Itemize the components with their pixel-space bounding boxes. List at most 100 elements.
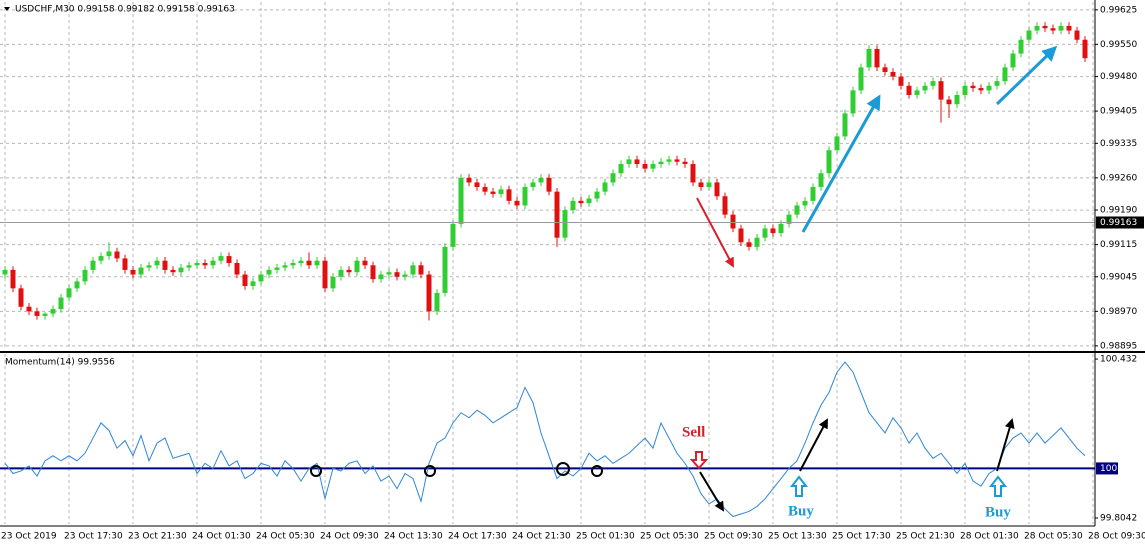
candle-body: [290, 263, 296, 266]
candle-body: [186, 265, 192, 268]
candle-body: [178, 267, 184, 273]
x-tick-label: 25 Oct 09:30: [704, 532, 763, 542]
candle-body: [194, 263, 200, 266]
indicator-title: Momentum(14) 99.9556: [5, 358, 115, 368]
candle-body: [818, 173, 824, 188]
cross-circle: [310, 465, 322, 477]
candle-body: [530, 182, 536, 188]
candle-body: [314, 260, 320, 266]
candle-body: [282, 265, 288, 268]
y-tick-label: 99.8042: [1100, 514, 1137, 524]
candle-body: [1018, 39, 1024, 54]
candle-body: [610, 173, 616, 183]
menu-triangle: [4, 7, 10, 11]
x-tick-label: 25 Oct 05:30: [640, 532, 699, 542]
candle-body: [602, 182, 608, 192]
x-tick-label: 24 Oct 05:30: [256, 532, 315, 542]
y-tick-label: 0.99550: [1100, 40, 1137, 50]
candle-body: [826, 150, 832, 174]
candle-body: [642, 164, 648, 169]
candle-body: [858, 67, 864, 91]
candle-body: [378, 274, 384, 280]
x-tick-label: 24 Oct 13:30: [384, 532, 443, 542]
y-tick-label: 0.99480: [1100, 72, 1137, 82]
candle-body: [522, 187, 528, 206]
annotation: Sell: [682, 424, 705, 440]
candle-body: [114, 251, 120, 259]
buy-arrow: [801, 94, 881, 233]
x-tick-label: 24 Oct 17:30: [448, 532, 507, 542]
candle-body: [170, 269, 176, 273]
x-tick-label: 28 Oct 05:30: [1024, 532, 1083, 542]
candle-body: [834, 136, 840, 151]
candle-body: [1050, 28, 1056, 31]
cross-circle: [591, 465, 603, 477]
candle-body: [1058, 25, 1064, 31]
candle-body: [890, 71, 896, 77]
candle-body: [938, 81, 944, 100]
candle-body: [882, 67, 888, 72]
annotation: Buy: [985, 504, 1011, 520]
candle-body: [1066, 25, 1072, 31]
candle-body: [234, 263, 240, 275]
candle-body: [266, 269, 272, 275]
candle-body: [906, 85, 912, 95]
candle-body: [58, 297, 64, 310]
candle-body: [426, 274, 432, 312]
candle-body: [402, 274, 408, 277]
candle-body: [394, 272, 400, 277]
candle-body: [322, 260, 328, 289]
candle-body: [466, 177, 472, 183]
candle-body: [202, 263, 208, 266]
cross-circle: [556, 462, 570, 476]
candle-body: [946, 99, 952, 105]
x-tick-label: 24 Oct 21:30: [512, 532, 571, 542]
candle-body: [242, 274, 248, 287]
price-tag-label: 0.99163: [1100, 218, 1137, 228]
candle-body: [274, 267, 280, 270]
x-tick-label: 23 Oct 21:30: [128, 532, 187, 542]
down-arrow: [699, 471, 725, 512]
buy-icon: [789, 475, 809, 497]
candle-body: [690, 164, 696, 183]
candle-body: [730, 214, 736, 229]
y-tick-label: 0.99190: [1100, 206, 1137, 216]
candle-body: [658, 161, 664, 165]
candle-body: [82, 269, 88, 282]
candle-body: [914, 90, 920, 95]
y-tick-label: 0.99625: [1100, 5, 1137, 15]
candle-body: [138, 267, 144, 275]
candle-body: [2, 269, 8, 275]
candle-body: [770, 228, 776, 234]
candle-body: [898, 76, 904, 86]
candle-body: [434, 292, 440, 312]
candle-body: [450, 223, 456, 247]
candle-body: [954, 94, 960, 105]
candle-body: [1034, 25, 1040, 31]
candle-body: [10, 269, 16, 289]
candle-body: [546, 177, 552, 192]
candle-body: [962, 85, 968, 95]
candle-body: [338, 269, 344, 277]
candle-body: [354, 260, 360, 273]
candle-body: [410, 265, 416, 275]
x-tick-label: 25 Oct 17:30: [832, 532, 891, 542]
candle-body: [554, 191, 560, 238]
y-tick-label: 0.98895: [1100, 341, 1137, 351]
candle-body: [674, 159, 680, 162]
price-tag: [1096, 216, 1144, 229]
candle-body: [74, 281, 80, 289]
candle-body: [474, 182, 480, 188]
buy-arrow: [995, 45, 1058, 106]
candle-body: [994, 81, 1000, 86]
candle-body: [418, 265, 424, 275]
candle-body: [738, 228, 744, 243]
candle-body: [514, 200, 520, 206]
candle-body: [250, 281, 256, 287]
candle-body: [578, 200, 584, 204]
candle-body: [146, 265, 152, 268]
candle-body: [650, 164, 656, 169]
candle-body: [698, 182, 704, 188]
candle-body: [106, 251, 112, 257]
